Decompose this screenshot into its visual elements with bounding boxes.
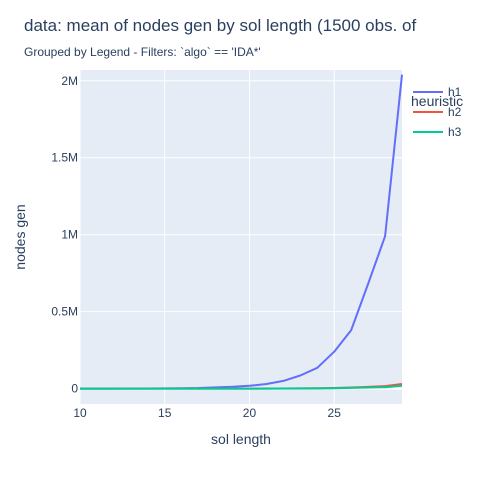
x-tick-label: 10 (73, 406, 87, 420)
y-tick-label: 0 (71, 382, 78, 396)
x-axis-title: sol length (211, 431, 271, 447)
legend-title: heuristic (411, 93, 463, 109)
y-tick-label: 1M (61, 228, 78, 242)
legend-label-h2: h2 (448, 105, 462, 119)
x-tick-label: 15 (158, 406, 172, 420)
legend-label-h1: h1 (448, 85, 462, 99)
x-axis-ticks: 10 15 20 25 (73, 406, 341, 420)
legend: heuristic h1 h2 h3 (411, 85, 463, 139)
x-tick-label: 25 (328, 406, 342, 420)
chart-title: data: mean of nodes gen by sol length (1… (24, 16, 416, 35)
y-tick-label: 1.5M (51, 151, 78, 165)
series-line-h3 (80, 384, 403, 390)
series-lines (80, 74, 403, 390)
y-tick-label: 0.5M (51, 305, 78, 319)
y-tick-label: 2M (61, 74, 78, 88)
x-tick-label: 20 (243, 406, 257, 420)
y-axis-title: nodes gen (12, 204, 28, 269)
plot-area (80, 70, 402, 404)
y-axis-ticks: 0 0.5M 1M 1.5M 2M (51, 74, 78, 396)
chart-subtitle: Grouped by Legend - Filters: `algo` == '… (24, 45, 261, 59)
legend-label-h3: h3 (448, 125, 462, 139)
